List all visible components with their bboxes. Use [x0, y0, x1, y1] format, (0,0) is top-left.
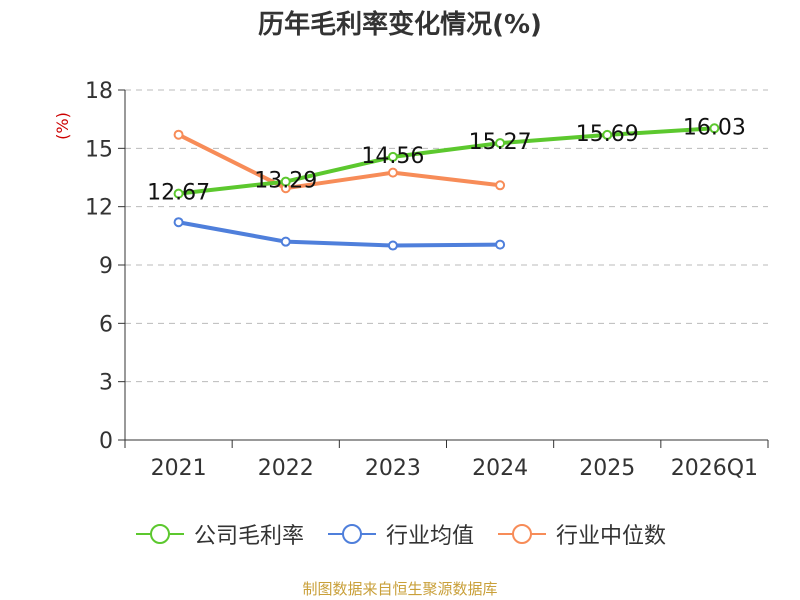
axis-layer: 0 3 6 9 12 15 18 2021 2022 2023 2024 2025 2026Q1 — [85, 79, 769, 481]
series-line-1 — [176, 220, 503, 248]
legend-label: 行业均值 — [385, 524, 474, 549]
y-tick-label: 9 — [99, 254, 113, 279]
data-point — [602, 129, 613, 140]
series-line-2 — [176, 132, 503, 191]
data-point — [387, 151, 398, 162]
legend-item[interactable]: 行业中位数 — [496, 518, 666, 550]
legend-item[interactable]: 行业均值 — [326, 518, 474, 550]
data-point — [173, 217, 184, 228]
y-tick-label: 3 — [99, 371, 113, 396]
x-tick-label: 2022 — [258, 456, 314, 481]
data-point — [495, 180, 506, 191]
data-point — [709, 123, 720, 134]
legend-item[interactable]: 公司毛利率 — [134, 518, 304, 550]
legend-swatch — [135, 524, 184, 544]
data-point — [280, 176, 291, 187]
data-point — [495, 138, 506, 149]
y-tick-label: 12 — [85, 196, 113, 221]
x-tick-label: 2023 — [365, 456, 421, 481]
legend-swatch — [327, 524, 376, 544]
data-label: 14.56 — [361, 144, 424, 169]
grid-layer — [125, 89, 768, 383]
data-label: 16.03 — [683, 115, 746, 140]
data-point — [495, 239, 506, 250]
y-axis-label: (%) — [53, 112, 72, 140]
data-point — [387, 240, 398, 251]
data-label: 15.27 — [469, 130, 532, 155]
y-tick-label: 6 — [99, 312, 113, 337]
label-layer: 12.67 13.29 14.56 15.27 15.69 16.03 — [147, 115, 746, 205]
legend: 公司毛利率 行业均值 行业中位数 — [0, 518, 800, 550]
y-tick-label: 15 — [85, 137, 113, 162]
data-point — [173, 188, 184, 199]
x-tick-label: 2024 — [472, 456, 528, 481]
y-tick-label: 18 — [85, 79, 113, 104]
data-label: 13.29 — [254, 169, 317, 194]
data-point — [387, 167, 398, 178]
x-tick-label: 2025 — [579, 456, 635, 481]
y-tick-label: 0 — [99, 429, 113, 454]
data-point — [280, 236, 291, 247]
legend-label: 行业中位数 — [556, 524, 667, 549]
data-point — [173, 129, 184, 140]
legend-label: 公司毛利率 — [193, 524, 304, 549]
chart-title: 历年毛利率变化情况(%) — [258, 10, 542, 40]
source-note: 制图数据来自恒生聚源数据库 — [302, 580, 498, 598]
x-tick-label: 2026Q1 — [671, 456, 758, 481]
data-label: 12.67 — [147, 181, 210, 206]
data-label: 15.69 — [576, 122, 639, 147]
series-layer — [173, 123, 720, 251]
x-tick-label: 2021 — [151, 456, 207, 481]
legend-swatch — [498, 524, 546, 544]
series-line-0 — [176, 126, 717, 196]
